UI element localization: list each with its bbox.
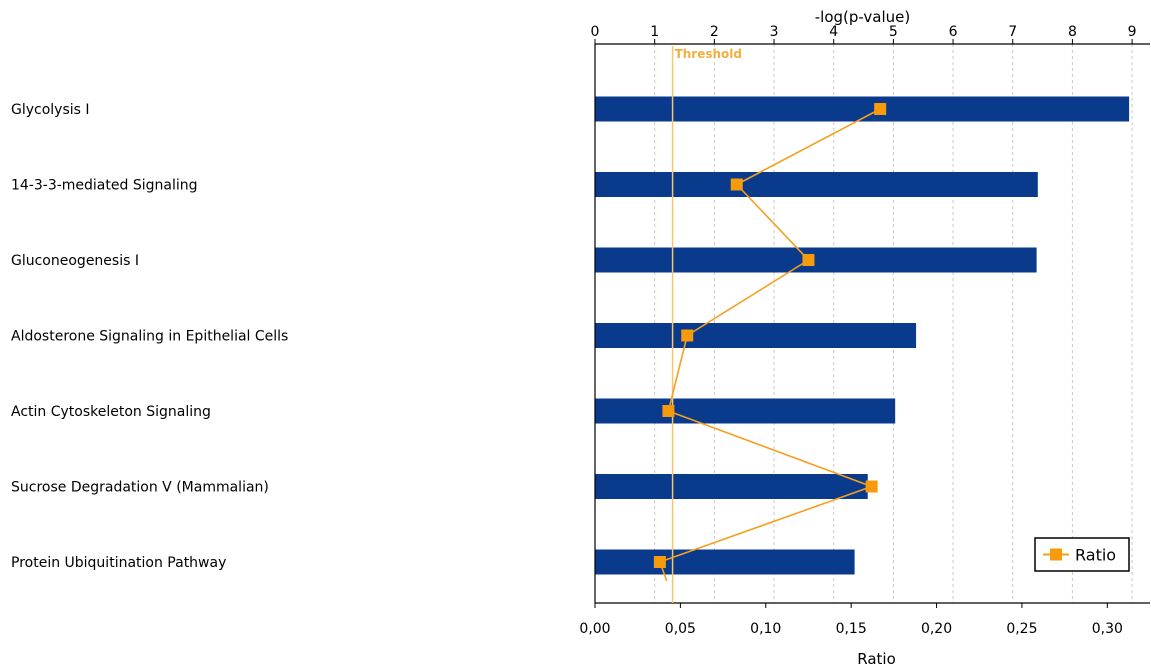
legend-label: Ratio xyxy=(1075,546,1116,565)
bottom-axis-title: Ratio xyxy=(857,650,896,668)
bottom-tick-label: 0,00 xyxy=(579,621,610,637)
top-axis-title: -log(p-value) xyxy=(815,8,911,26)
bottom-tick-label: 0,05 xyxy=(665,621,696,637)
top-tick-label: 5 xyxy=(889,24,898,40)
category-label: Actin Cytoskeleton Signaling xyxy=(11,404,211,420)
ratio-marker xyxy=(802,254,815,266)
top-tick-label: 2 xyxy=(710,24,719,40)
category-label: Glycolysis I xyxy=(11,102,90,118)
legend-marker xyxy=(1050,548,1062,561)
bottom-tick-label: 0,15 xyxy=(836,621,867,637)
axes: 0 1 2 3 4 5 6 7 8 9 0,00 0,05 0,10 0,15 0,20 0,25 0,30 xyxy=(579,24,1150,637)
category-label: Sucrose Degradation V (Mammalian) xyxy=(11,480,269,496)
top-tick-label: 7 xyxy=(1008,24,1017,40)
bottom-tick-label: 0,30 xyxy=(1092,621,1123,637)
category-label: Aldosterone Signaling in Epithelial Cell… xyxy=(11,329,288,345)
top-tick-label: 6 xyxy=(949,24,958,40)
bottom-tick-label: 0,20 xyxy=(921,621,952,637)
threshold: Threshold xyxy=(671,46,742,603)
bar xyxy=(595,323,917,348)
bars xyxy=(595,96,1130,575)
ratio-marker xyxy=(653,556,666,568)
category-labels: Glycolysis I 14-3-3-mediated Signaling Glu… xyxy=(11,102,288,571)
ratio-marker xyxy=(730,178,743,191)
threshold-label: Threshold xyxy=(675,47,742,61)
ratio-marker xyxy=(681,329,694,342)
bar xyxy=(595,398,896,424)
category-label: 14-3-3-mediated Signaling xyxy=(11,178,197,194)
ratio-marker xyxy=(865,480,878,493)
top-tick-label: 3 xyxy=(770,24,779,40)
bottom-tick-label: 0,25 xyxy=(1006,621,1037,637)
ratio-marker xyxy=(662,405,675,417)
bar xyxy=(595,549,855,575)
top-tick-label: 4 xyxy=(829,24,838,40)
top-tick-label: 1 xyxy=(650,24,659,40)
category-label: Gluconeogenesis I xyxy=(11,253,139,269)
top-tick-label: 8 xyxy=(1068,24,1077,40)
top-tick-label: 9 xyxy=(1128,24,1137,40)
ratio-series xyxy=(653,103,887,582)
category-label: Protein Ubiquitination Pathway xyxy=(11,555,226,571)
ratio-marker xyxy=(874,103,887,115)
bar xyxy=(595,247,1037,273)
legend: Ratio xyxy=(1034,537,1130,572)
top-tick-label: 0 xyxy=(591,24,600,40)
bar xyxy=(595,172,1038,197)
bar xyxy=(595,96,1130,122)
bar xyxy=(595,474,868,499)
bottom-tick-label: 0,10 xyxy=(750,621,781,637)
